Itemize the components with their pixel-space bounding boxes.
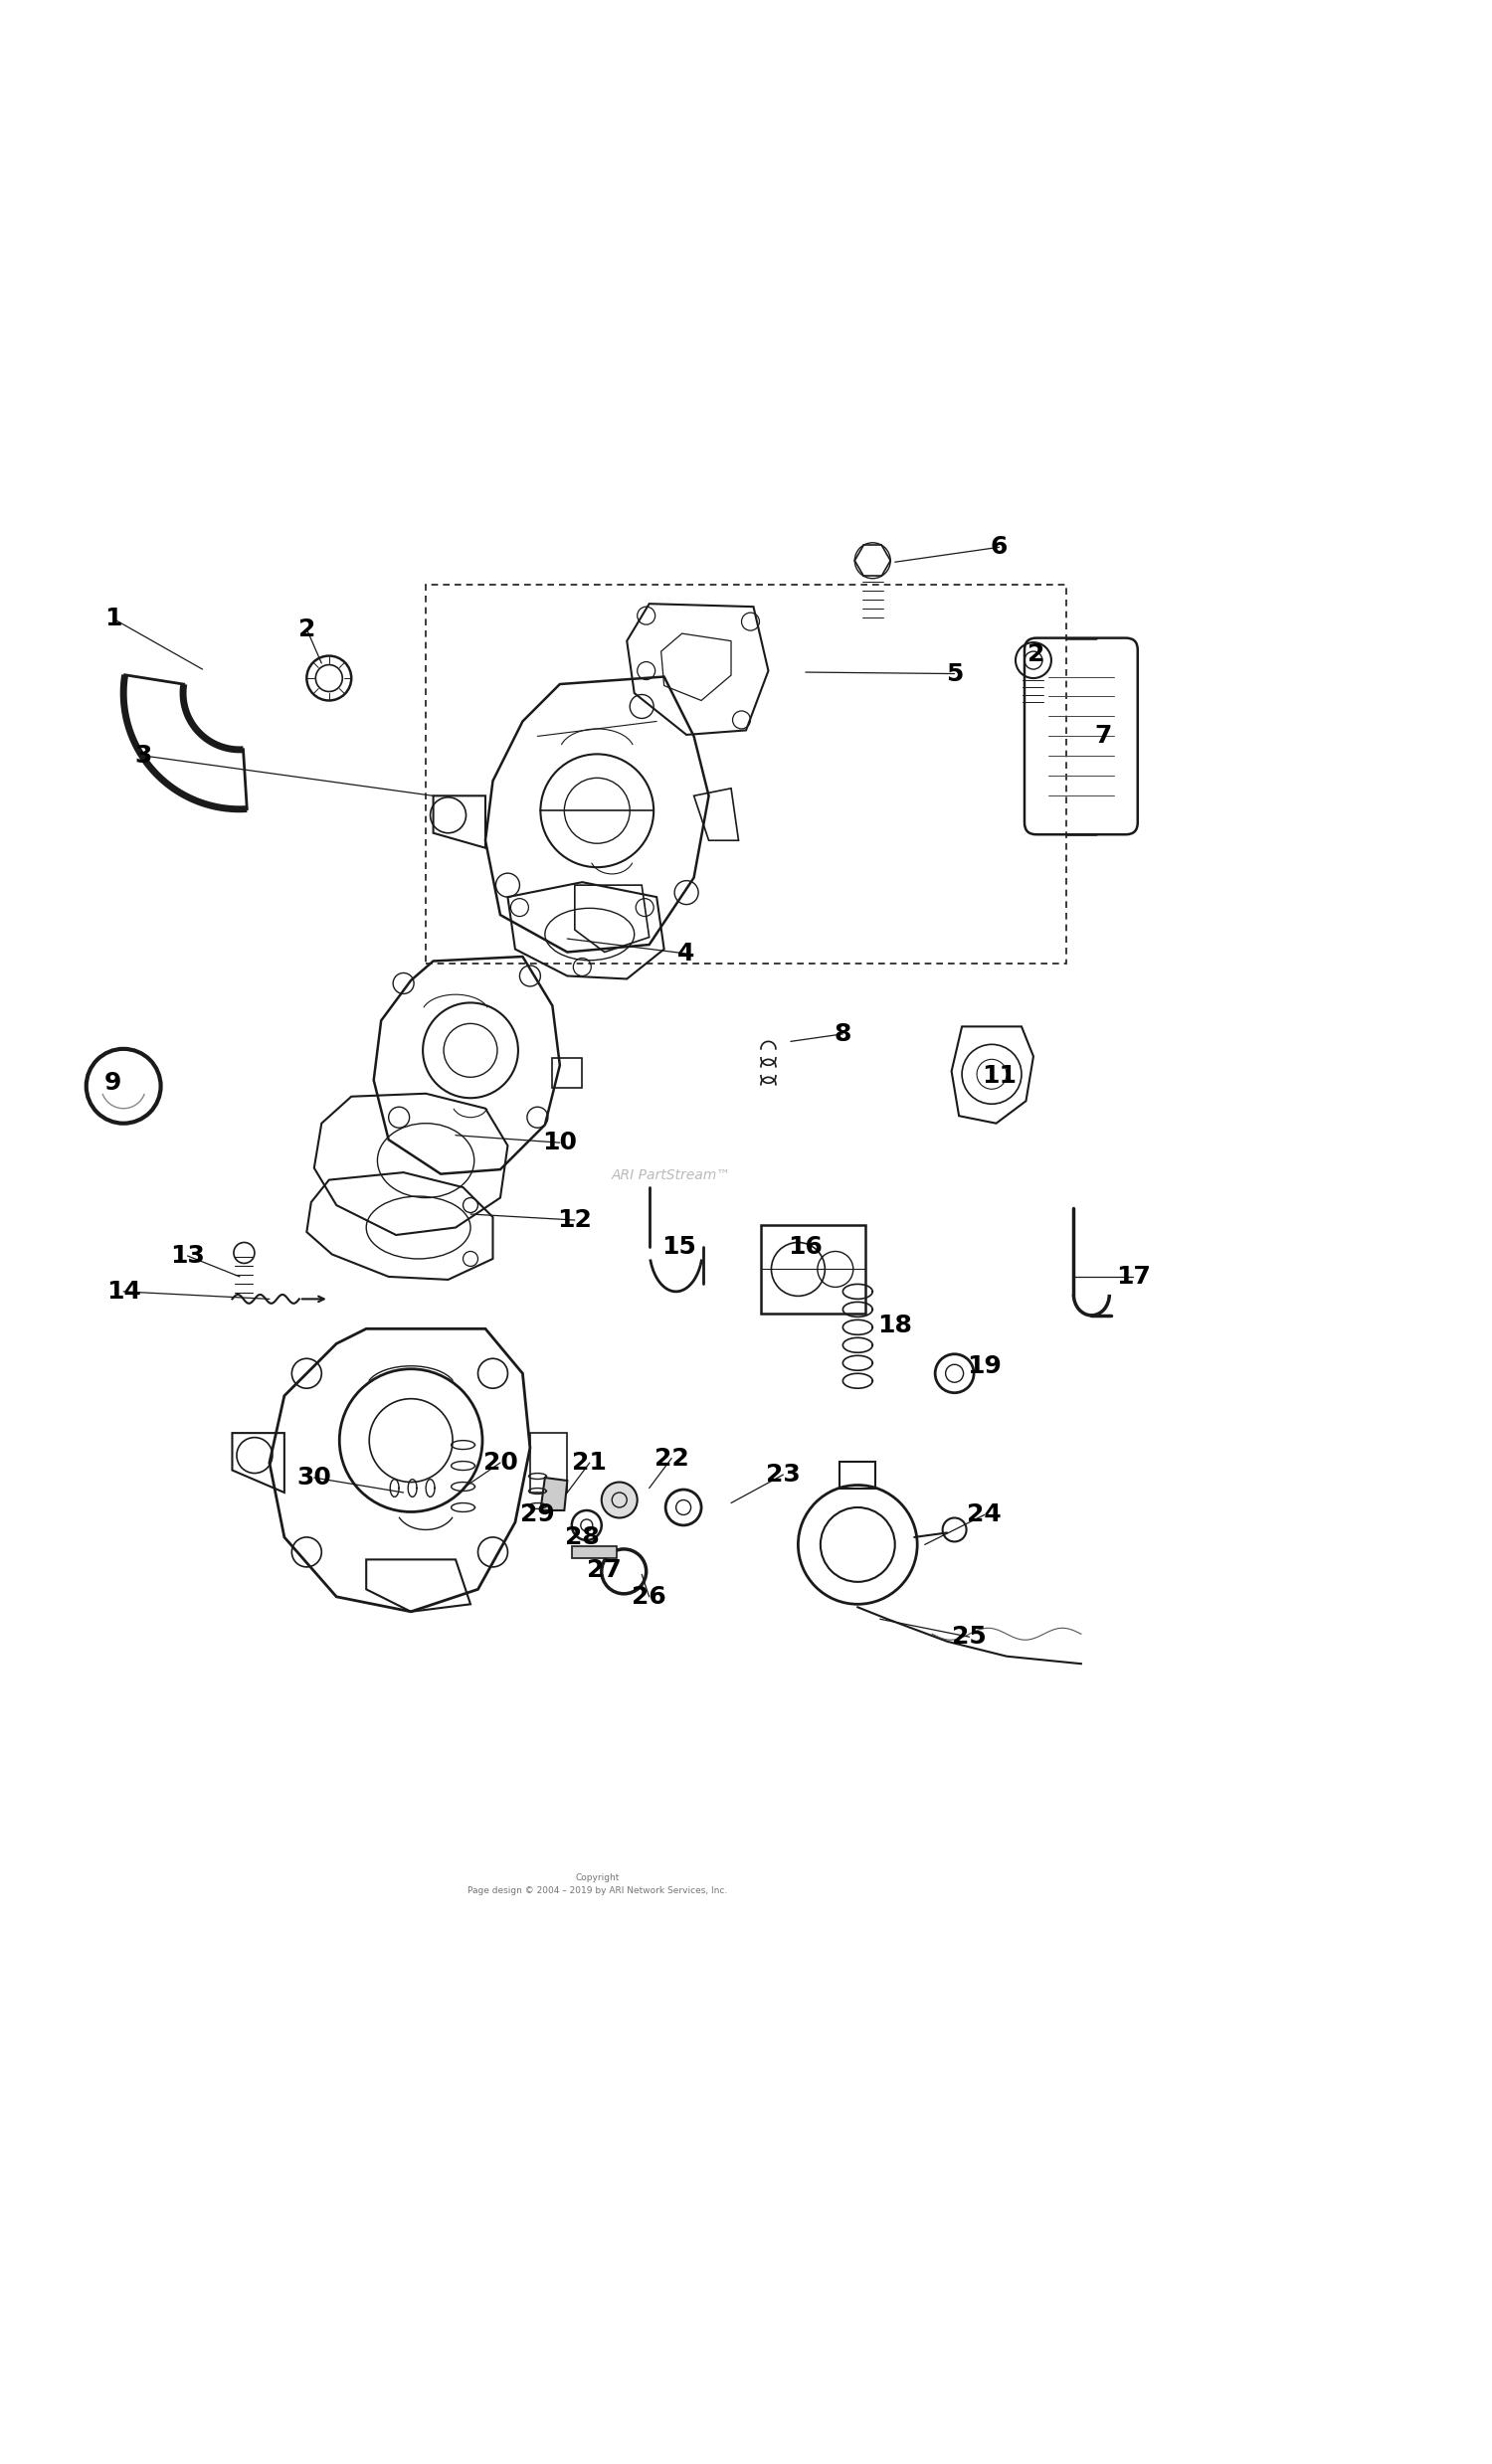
Text: 14: 14 (106, 1279, 140, 1303)
Text: 26: 26 (633, 1584, 667, 1609)
Text: 11: 11 (982, 1064, 1016, 1087)
Text: 24: 24 (967, 1503, 1001, 1528)
Text: 3: 3 (134, 744, 152, 766)
Text: 16: 16 (788, 1234, 824, 1259)
Polygon shape (540, 1478, 567, 1510)
Text: 21: 21 (573, 1451, 607, 1473)
Text: 4: 4 (677, 941, 695, 966)
Bar (425, 584, 1067, 963)
Bar (761, 1225, 865, 1313)
Text: 17: 17 (1116, 1264, 1150, 1289)
Text: 18: 18 (877, 1313, 912, 1338)
Text: 28: 28 (565, 1525, 600, 1550)
Text: 19: 19 (967, 1355, 1001, 1377)
Text: 8: 8 (834, 1023, 852, 1045)
Text: 9: 9 (104, 1072, 122, 1094)
Bar (840, 1461, 876, 1488)
Text: 1: 1 (104, 606, 122, 631)
Text: 7: 7 (1095, 724, 1112, 749)
Text: 23: 23 (765, 1464, 801, 1486)
Text: 25: 25 (952, 1626, 986, 1648)
Circle shape (601, 1483, 637, 1518)
Text: 27: 27 (588, 1557, 622, 1582)
Text: 30: 30 (297, 1466, 331, 1491)
Text: 2: 2 (298, 616, 315, 641)
Text: 6: 6 (991, 535, 1007, 559)
Text: 2: 2 (1028, 643, 1044, 665)
Text: 15: 15 (661, 1234, 697, 1259)
Text: ARI PartStream™: ARI PartStream™ (612, 1168, 731, 1183)
Text: 20: 20 (483, 1451, 518, 1473)
Text: 12: 12 (558, 1207, 592, 1232)
Text: Copyright
Page design © 2004 – 2019 by ARI Network Services, Inc.: Copyright Page design © 2004 – 2019 by A… (467, 1873, 727, 1895)
Text: 10: 10 (543, 1131, 577, 1156)
Text: 13: 13 (170, 1244, 204, 1269)
Bar (571, 1545, 616, 1557)
Text: 22: 22 (655, 1446, 689, 1471)
Text: 29: 29 (521, 1503, 555, 1528)
Text: 5: 5 (946, 663, 964, 685)
